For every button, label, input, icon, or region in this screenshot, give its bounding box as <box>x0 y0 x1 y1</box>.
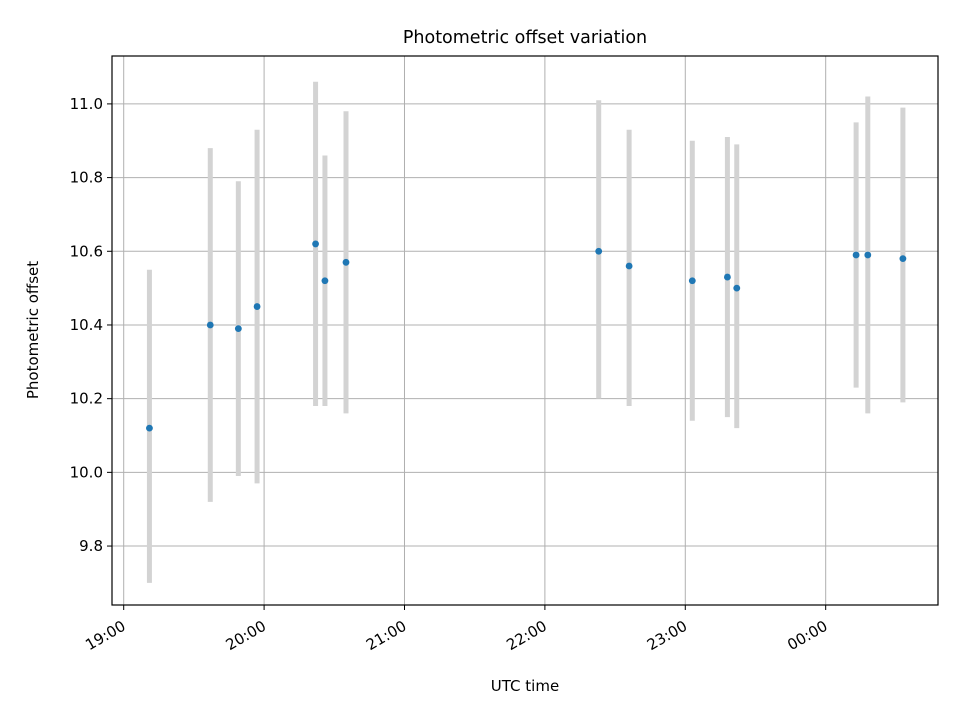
data-point <box>253 303 261 310</box>
data-point <box>688 277 696 285</box>
data-point <box>234 325 242 333</box>
data-point <box>206 321 214 329</box>
data-point <box>342 258 350 266</box>
data-point <box>899 255 907 263</box>
chart-title: Photometric offset variation <box>403 28 647 48</box>
data-point <box>733 284 741 292</box>
y-axis-label: Photometric offset <box>24 261 42 399</box>
y-tick-label: 10.2 <box>70 390 103 408</box>
y-tick-label: 10.4 <box>70 316 103 334</box>
data-point <box>312 240 319 248</box>
data-point <box>864 251 872 259</box>
data-point <box>595 247 603 255</box>
y-tick-label: 10.8 <box>70 169 103 187</box>
grid <box>112 56 938 605</box>
x-axis-label: UTC time <box>491 677 559 695</box>
y-axis-ticks: 9.8 10.0 10.2 10.4 10.6 10.8 11.0 <box>70 95 112 555</box>
plot-frame <box>111 55 939 606</box>
y-tick-label: 9.8 <box>79 537 103 555</box>
y-tick-label: 10.6 <box>70 242 103 260</box>
data-points <box>146 240 907 432</box>
data-point <box>724 273 731 281</box>
data-point <box>321 277 329 285</box>
y-tick-label: 10.0 <box>70 463 103 481</box>
y-tick-label: 11.0 <box>70 95 103 113</box>
data-point <box>146 424 153 432</box>
data-point <box>852 251 860 259</box>
data-point <box>625 262 633 270</box>
